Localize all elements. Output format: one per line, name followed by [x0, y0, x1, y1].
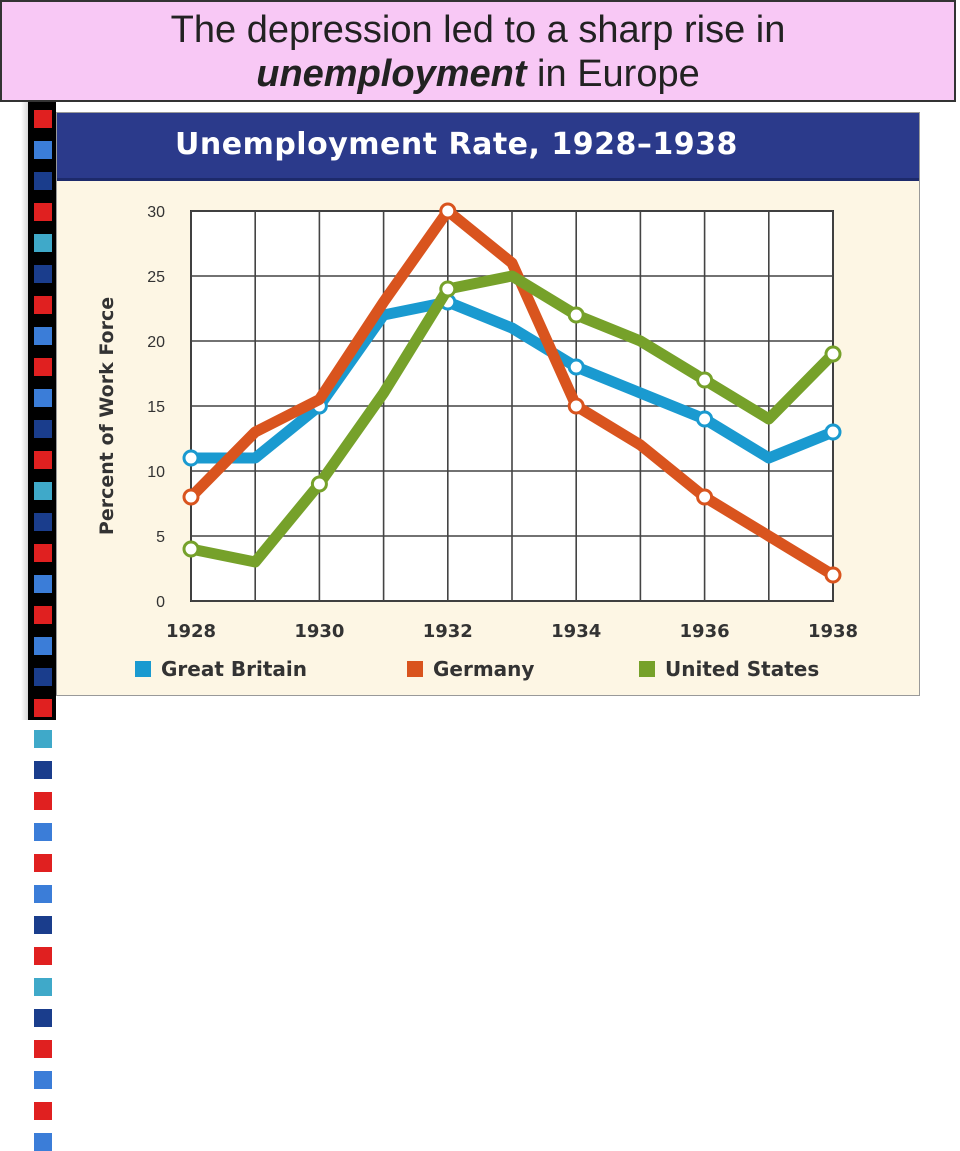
data-point-great-britain [567, 358, 585, 376]
strip-square [34, 296, 52, 314]
strip-square [34, 947, 52, 965]
strip-square [34, 1071, 52, 1089]
data-point-united-states [310, 475, 328, 493]
chart-title: Unemployment Rate, 1928–1938 [175, 127, 738, 162]
data-point-germany [439, 202, 457, 220]
strip-square [34, 482, 52, 500]
strip-square [34, 1040, 52, 1058]
series-line-germany [185, 205, 839, 581]
slide-title-rest: in Europe [526, 53, 700, 95]
x-tick-label: 1938 [808, 621, 858, 642]
strip-square [34, 606, 52, 624]
strip-square [34, 1009, 52, 1027]
data-point-united-states [696, 371, 714, 389]
slide-title: The depression led to a sharp rise in un… [0, 0, 956, 102]
legend-label-great-britain: Great Britain [161, 657, 307, 681]
data-point-germany [567, 397, 585, 415]
strip-square [34, 110, 52, 128]
legend-swatch-great-britain [135, 661, 151, 677]
strip-square [34, 699, 52, 717]
slide-title-line2: unemployment in Europe [2, 52, 954, 96]
data-point-united-states [439, 280, 457, 298]
line-chart: 0 5 10 15 20 25 30 1928 1930 1932 1934 1936 1938 Perc… [96, 202, 858, 642]
data-point-great-britain [824, 423, 842, 441]
legend-item-united-states: United States [639, 655, 819, 683]
x-tick-label: 1930 [294, 621, 344, 642]
y-tick-label: 30 [147, 204, 165, 221]
data-point-germany [182, 488, 200, 506]
y-axis-label: Percent of Work Force [96, 297, 118, 535]
strip-square [34, 792, 52, 810]
strip-square [34, 234, 52, 252]
y-tick-label: 5 [156, 529, 165, 546]
legend-label-united-states: United States [665, 657, 820, 681]
strip-square [34, 389, 52, 407]
strip-square [34, 327, 52, 345]
strip-square [34, 1102, 52, 1120]
legend-swatch-germany [407, 661, 423, 677]
y-tick-label: 10 [147, 464, 165, 481]
y-tick-label: 15 [147, 399, 165, 416]
strip-square [34, 544, 52, 562]
strip-square [34, 854, 52, 872]
strip-square [34, 637, 52, 655]
data-point-great-britain [182, 449, 200, 467]
strip-square [34, 203, 52, 221]
x-tick-label: 1932 [423, 621, 473, 642]
strip-square [34, 1133, 52, 1151]
strip-square [34, 451, 52, 469]
legend-item-germany: Germany [407, 655, 534, 683]
strip-square [34, 575, 52, 593]
slide-left-fade [0, 100, 30, 720]
data-point-united-states [824, 345, 842, 363]
data-point-united-states [182, 540, 200, 558]
strip-square [34, 916, 52, 934]
strip-square [34, 823, 52, 841]
strip-square [34, 513, 52, 531]
x-tick-label: 1928 [166, 621, 216, 642]
strip-square [34, 730, 52, 748]
strip-square [34, 172, 52, 190]
legend-label-germany: Germany [433, 657, 535, 681]
data-point-germany [696, 488, 714, 506]
strip-square [34, 761, 52, 779]
strip-square [34, 358, 52, 376]
strip-square [34, 885, 52, 903]
legend-swatch-united-states [639, 661, 655, 677]
series-line-great-britain [185, 296, 839, 464]
y-tick-label: 25 [147, 269, 165, 286]
y-tick-label: 0 [156, 594, 165, 611]
strip-square [34, 141, 52, 159]
series-line-united-states [185, 270, 839, 568]
slide-title-emphasis: unemployment [256, 53, 527, 95]
strip-square [34, 420, 52, 438]
strip-square [34, 265, 52, 283]
chart-panel: Unemployment Rate, 1928–1938 0 5 10 15 20 25 3… [56, 112, 920, 696]
data-point-great-britain [696, 410, 714, 428]
strip-square [34, 978, 52, 996]
slide-title-line1: The depression led to a sharp rise in [170, 9, 786, 51]
data-point-united-states [567, 306, 585, 324]
strip-square [34, 668, 52, 686]
data-point-germany [824, 566, 842, 584]
x-tick-label: 1934 [551, 621, 601, 642]
legend-item-great-britain: Great Britain [135, 655, 307, 683]
decorative-color-strip [28, 0, 56, 1151]
x-tick-label: 1936 [680, 621, 730, 642]
y-tick-label: 20 [147, 334, 165, 351]
chart-header: Unemployment Rate, 1928–1938 [57, 113, 919, 181]
